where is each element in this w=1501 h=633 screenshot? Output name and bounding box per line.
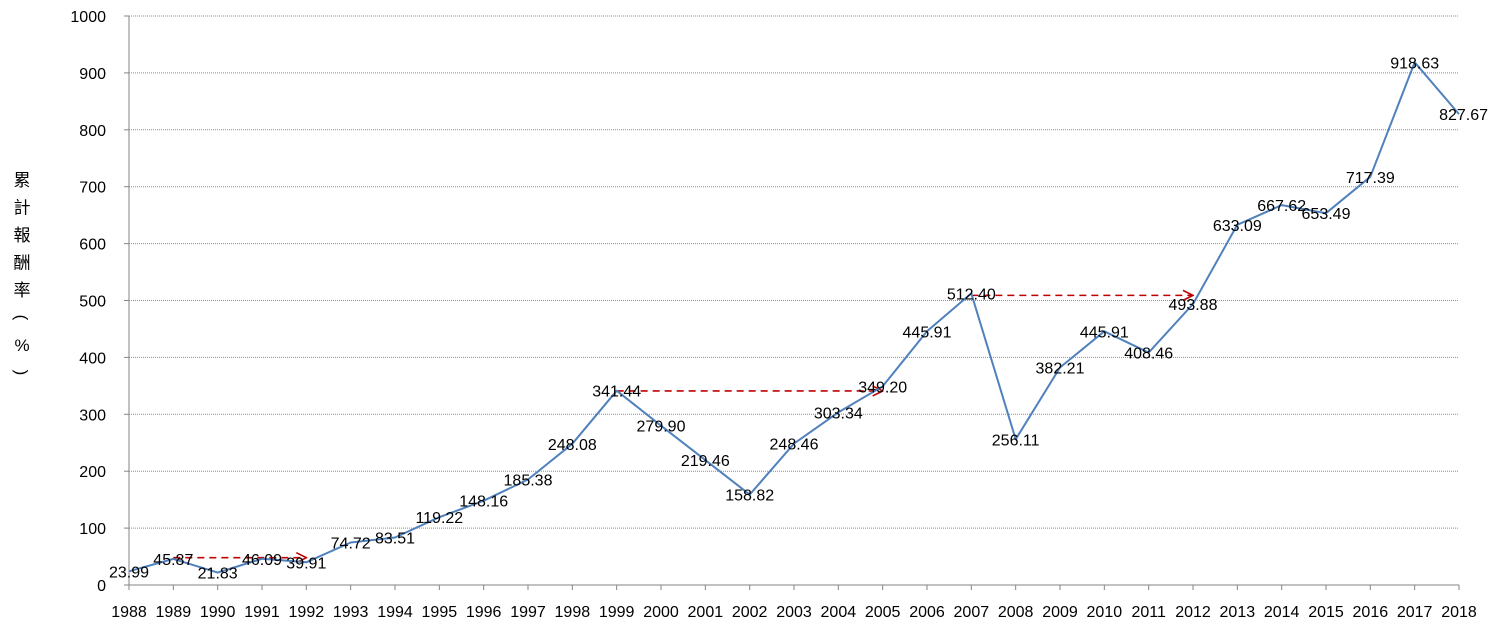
x-tick-labels: 1988 1989 1990 1991 1992 1993 1994 1995 1996 1997… — [111, 585, 1477, 621]
data-label: 185.38 — [504, 473, 553, 490]
data-label: 119.22 — [415, 510, 463, 527]
data-label: 827.67 — [1439, 107, 1488, 124]
data-label: 256.11 — [992, 432, 1040, 449]
data-label: 303.34 — [814, 405, 863, 422]
x-tick-label: 1992 — [289, 604, 325, 621]
x-tick-label: 2013 — [1220, 604, 1256, 621]
x-tick-label: 2009 — [1042, 604, 1078, 621]
y-axis-label-char: 計 — [14, 199, 31, 218]
data-label: 633.09 — [1213, 218, 1262, 235]
x-tick-label: 2018 — [1441, 604, 1477, 621]
y-tick-label: 400 — [79, 350, 106, 367]
x-tick-label: 1990 — [200, 604, 236, 621]
y-tick-label: 0 — [97, 578, 106, 595]
data-label: 667.62 — [1257, 198, 1306, 215]
y-tick-label: 300 — [79, 407, 106, 424]
data-label: 653.49 — [1302, 206, 1351, 223]
x-tick-label: 2011 — [1131, 604, 1166, 621]
gridlines — [124, 16, 1459, 585]
x-tick-label: 2004 — [821, 604, 857, 621]
x-tick-label: 1998 — [555, 604, 591, 621]
y-axis-label-char: 報 — [14, 226, 31, 245]
x-tick-label: 2000 — [643, 604, 679, 621]
data-label: 382.21 — [1036, 361, 1085, 378]
y-tick-label: 700 — [79, 180, 106, 197]
y-tick-label: 600 — [79, 237, 106, 254]
data-label: 148.16 — [459, 494, 508, 511]
series-polyline — [129, 62, 1459, 572]
data-label: 83.51 — [375, 530, 415, 547]
x-tick-label: 2002 — [732, 604, 768, 621]
x-tick-label: 2015 — [1308, 604, 1344, 621]
x-tick-label: 1989 — [156, 604, 192, 621]
data-label: 39.91 — [286, 555, 326, 572]
y-axis-label-char: 率 — [14, 281, 31, 300]
y-tick-label: 100 — [79, 521, 106, 538]
x-tick-label: 2003 — [776, 604, 812, 621]
y-tick-labels: 0 100 200 300 400 500 600 700 800 900 1000 — [70, 9, 106, 595]
data-label: 248.08 — [548, 437, 597, 454]
x-tick-label: 2016 — [1353, 604, 1389, 621]
x-tick-label: 2014 — [1264, 604, 1300, 621]
x-tick-label: 1999 — [599, 604, 635, 621]
y-axis-label-char: % — [14, 336, 29, 355]
x-tick-label: 2001 — [688, 604, 724, 621]
x-tick-label: 1991 — [244, 604, 280, 621]
y-axis-label-char: ( — [12, 315, 31, 321]
data-label: 445.91 — [903, 324, 952, 341]
series-line — [129, 62, 1459, 572]
data-label: 45.87 — [153, 552, 193, 569]
data-label: 717.39 — [1346, 170, 1395, 187]
x-tick-label: 2010 — [1087, 604, 1123, 621]
data-label: 918.63 — [1390, 55, 1439, 72]
y-tick-label: 200 — [79, 464, 106, 481]
x-tick-label: 2008 — [998, 604, 1034, 621]
x-tick-label: 1994 — [377, 604, 413, 621]
x-tick-label: 1988 — [111, 604, 147, 621]
y-tick-label: 1000 — [70, 9, 106, 26]
data-label: 248.46 — [770, 437, 819, 454]
data-label: 279.90 — [637, 419, 686, 436]
y-axis-label-char: 酬 — [14, 254, 31, 273]
x-tick-label: 2007 — [954, 604, 990, 621]
data-label: 219.46 — [681, 453, 730, 470]
x-tick-label: 2012 — [1175, 604, 1211, 621]
data-label: 493.88 — [1169, 297, 1218, 314]
data-label: 74.72 — [331, 535, 371, 552]
data-label: 349.20 — [858, 379, 907, 396]
data-label: 46.09 — [242, 552, 282, 569]
data-label: 408.46 — [1124, 346, 1173, 363]
y-tick-label: 900 — [79, 66, 106, 83]
x-tick-label: 1997 — [510, 604, 546, 621]
y-tick-label: 500 — [79, 294, 106, 311]
data-label: 341.44 — [592, 384, 641, 401]
x-tick-label: 1996 — [466, 604, 502, 621]
x-tick-label: 2005 — [865, 604, 901, 621]
data-label: 158.82 — [725, 488, 774, 505]
x-tick-label: 2017 — [1397, 604, 1433, 621]
x-tick-label: 2006 — [909, 604, 945, 621]
x-tick-label: 1993 — [333, 604, 369, 621]
data-label: 21.83 — [198, 566, 238, 583]
y-tick-label: 800 — [79, 123, 106, 140]
y-axis-label-char: 累 — [14, 171, 31, 190]
data-label: 23.99 — [109, 564, 149, 581]
data-label: 445.91 — [1080, 324, 1129, 341]
y-axis-label-char: ) — [12, 370, 31, 376]
data-label: 512.40 — [947, 286, 996, 303]
x-tick-label: 1995 — [422, 604, 458, 621]
